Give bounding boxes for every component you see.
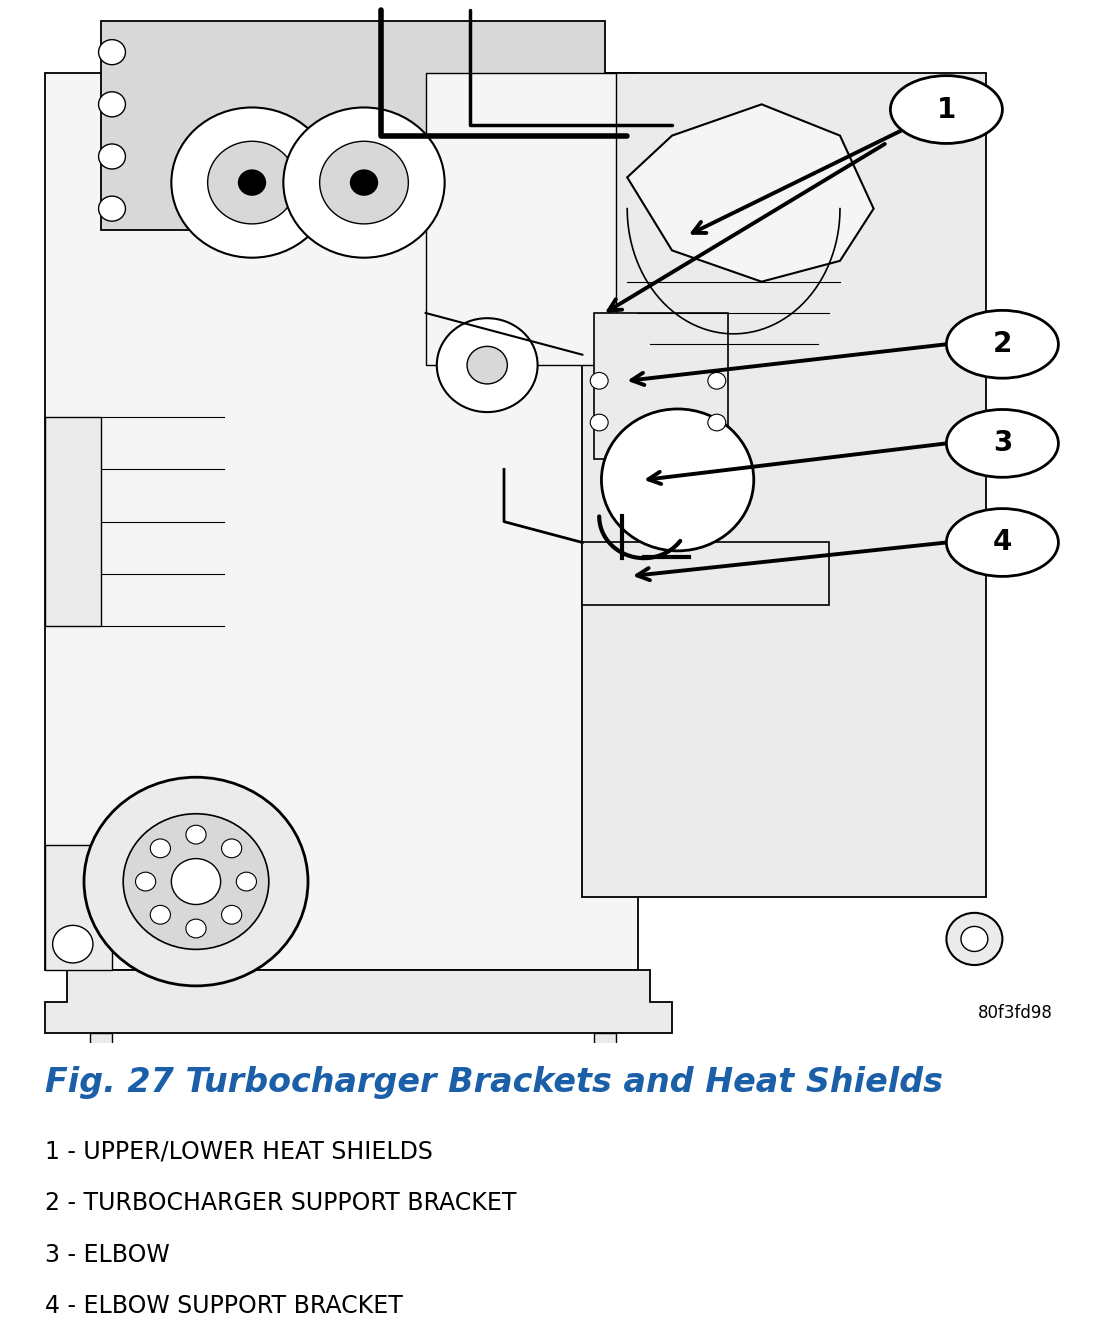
Circle shape bbox=[236, 872, 256, 890]
Circle shape bbox=[53, 925, 93, 964]
Circle shape bbox=[171, 859, 221, 905]
Text: 4: 4 bbox=[992, 529, 1012, 557]
FancyBboxPatch shape bbox=[45, 73, 638, 970]
Circle shape bbox=[601, 409, 754, 550]
Circle shape bbox=[437, 318, 538, 412]
Circle shape bbox=[186, 825, 206, 844]
Circle shape bbox=[171, 108, 333, 258]
Circle shape bbox=[239, 170, 265, 195]
Ellipse shape bbox=[946, 409, 1058, 477]
Text: 2 - TURBOCHARGER SUPPORT BRACKET: 2 - TURBOCHARGER SUPPORT BRACKET bbox=[45, 1191, 516, 1215]
Circle shape bbox=[136, 872, 156, 890]
Ellipse shape bbox=[946, 311, 1058, 379]
Circle shape bbox=[590, 372, 608, 389]
Circle shape bbox=[207, 141, 297, 223]
Circle shape bbox=[84, 777, 308, 986]
FancyBboxPatch shape bbox=[582, 73, 986, 897]
Polygon shape bbox=[45, 970, 672, 1033]
Circle shape bbox=[590, 415, 608, 431]
FancyBboxPatch shape bbox=[594, 314, 728, 459]
Text: 1: 1 bbox=[936, 96, 956, 124]
Circle shape bbox=[708, 372, 726, 389]
Circle shape bbox=[708, 415, 726, 431]
Text: 2: 2 bbox=[992, 331, 1012, 359]
Circle shape bbox=[961, 926, 988, 952]
Circle shape bbox=[99, 40, 125, 65]
FancyBboxPatch shape bbox=[426, 73, 616, 365]
FancyBboxPatch shape bbox=[45, 417, 101, 626]
Circle shape bbox=[99, 197, 125, 221]
Circle shape bbox=[283, 108, 445, 258]
Circle shape bbox=[99, 92, 125, 117]
Text: Fig. 27 Turbocharger Brackets and Heat Shields: Fig. 27 Turbocharger Brackets and Heat S… bbox=[45, 1066, 943, 1099]
Polygon shape bbox=[90, 1033, 616, 1084]
Circle shape bbox=[222, 905, 242, 924]
Text: 1 - UPPER/LOWER HEAT SHIELDS: 1 - UPPER/LOWER HEAT SHIELDS bbox=[45, 1140, 432, 1164]
Circle shape bbox=[946, 913, 1002, 965]
Circle shape bbox=[99, 144, 125, 169]
FancyBboxPatch shape bbox=[582, 542, 829, 605]
Text: 3 - ELBOW: 3 - ELBOW bbox=[45, 1243, 169, 1267]
Text: 3: 3 bbox=[992, 429, 1012, 457]
Text: 80f3fd98: 80f3fd98 bbox=[978, 1005, 1053, 1022]
Circle shape bbox=[186, 920, 206, 938]
Ellipse shape bbox=[890, 76, 1002, 144]
Circle shape bbox=[150, 905, 170, 924]
Circle shape bbox=[319, 141, 409, 223]
Circle shape bbox=[222, 839, 242, 857]
Circle shape bbox=[150, 839, 170, 857]
FancyBboxPatch shape bbox=[45, 845, 112, 970]
Circle shape bbox=[351, 170, 377, 195]
Circle shape bbox=[123, 813, 269, 949]
FancyBboxPatch shape bbox=[101, 21, 605, 230]
Ellipse shape bbox=[946, 509, 1058, 577]
Text: 4 - ELBOW SUPPORT BRACKET: 4 - ELBOW SUPPORT BRACKET bbox=[45, 1294, 403, 1318]
Polygon shape bbox=[627, 105, 874, 282]
Circle shape bbox=[467, 347, 507, 384]
